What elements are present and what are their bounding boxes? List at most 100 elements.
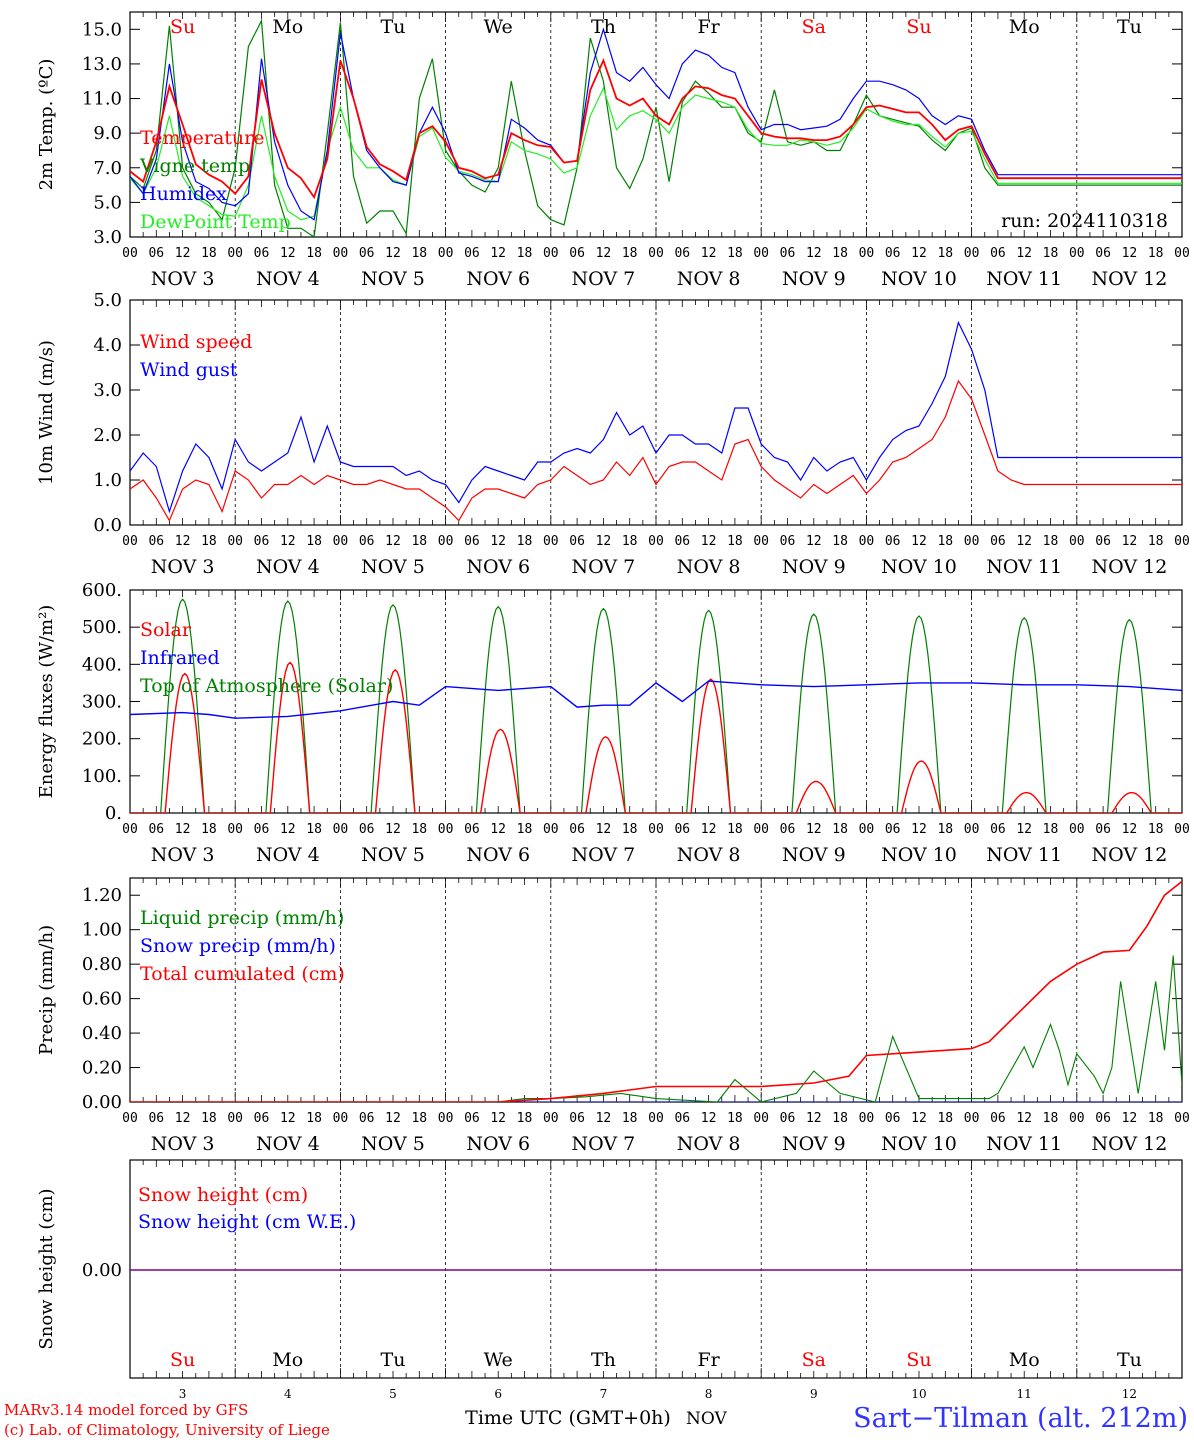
hour-tick-label: 18	[1148, 246, 1164, 261]
hour-tick-label: 06	[464, 1111, 480, 1126]
y-tick-label: 0.0	[93, 515, 122, 536]
hour-tick-label: 12	[1122, 822, 1138, 837]
x-axis-month-label: NOV	[686, 1409, 728, 1429]
hour-tick-label: 18	[201, 822, 217, 837]
legend-dewpoint-temp: DewPoint Temp	[140, 211, 291, 233]
date-label: NOV 6	[466, 268, 530, 290]
date-label: NOV 9	[782, 556, 846, 578]
date-label: NOV 11	[986, 1133, 1062, 1155]
day-number-label: 9	[810, 1387, 818, 1401]
hour-tick-label: 12	[490, 534, 506, 549]
legend-wind-speed: Wind speed	[140, 331, 252, 353]
hour-tick-label: 06	[569, 246, 585, 261]
date-label: NOV 6	[466, 1133, 530, 1155]
date-label: NOV 7	[572, 1133, 636, 1155]
legend-infrared: Infrared	[140, 647, 220, 669]
hour-tick-label: 12	[1016, 246, 1032, 261]
hour-tick-label: 06	[569, 534, 585, 549]
y-tick-label: 15.0	[82, 19, 122, 40]
date-label: NOV 4	[256, 556, 320, 578]
date-label: NOV 10	[881, 844, 957, 866]
credit-lab: (c) Lab. of Climatology, University of L…	[4, 1421, 330, 1439]
hour-tick-label: 06	[990, 822, 1006, 837]
hour-tick-label: 06	[254, 534, 270, 549]
y-axis-label: Energy fluxes (W/m²)	[36, 605, 57, 799]
day-abbr-bottom: Tu	[381, 1349, 406, 1371]
hour-tick-label: 00	[1069, 1111, 1085, 1126]
date-label: NOV 11	[986, 268, 1062, 290]
hour-tick-label: 18	[411, 1111, 427, 1126]
hour-tick-label: 12	[806, 534, 822, 549]
day-abbr-top: Mo	[272, 16, 303, 38]
x-axis-time-label: Time UTC (GMT+0h)	[465, 1407, 671, 1429]
y-tick-label: 600.	[82, 580, 122, 601]
day-abbr-top: Su	[170, 16, 195, 38]
hour-tick-label: 12	[490, 246, 506, 261]
day-number-label: 12	[1122, 1387, 1137, 1401]
hour-tick-label: 12	[1016, 1111, 1032, 1126]
y-axis-label: 2m Temp. (ºC)	[36, 59, 57, 191]
hour-tick-label: 12	[911, 534, 927, 549]
hour-tick-label: 00	[859, 534, 875, 549]
series-top-of-atmosphere-line	[130, 598, 1182, 813]
day-abbr-bottom: Tu	[1117, 1349, 1142, 1371]
hour-tick-label: 06	[254, 246, 270, 261]
y-tick-label: 11.0	[82, 89, 122, 110]
hour-tick-label: 18	[411, 246, 427, 261]
y-tick-label: 4.0	[93, 335, 122, 356]
date-label: NOV 4	[256, 268, 320, 290]
y-tick-label: 5.0	[93, 192, 122, 213]
date-label: NOV 10	[881, 268, 957, 290]
hour-tick-label: 18	[937, 1111, 953, 1126]
hour-tick-label: 18	[1043, 246, 1059, 261]
y-axis-label: Snow height (cm)	[36, 1188, 57, 1349]
hour-tick-label: 00	[543, 822, 559, 837]
hour-tick-label: 06	[990, 534, 1006, 549]
hour-tick-label: 12	[175, 822, 191, 837]
series-vigne-temp-line	[130, 18, 1182, 237]
date-label: NOV 7	[572, 844, 636, 866]
hour-tick-label: 00	[333, 1111, 349, 1126]
hour-tick-label: 12	[701, 822, 717, 837]
hour-tick-label: 12	[1016, 534, 1032, 549]
y-tick-label: 3.0	[93, 380, 122, 401]
day-number-label: 10	[911, 1387, 926, 1401]
series-wind-gust-line	[130, 320, 1182, 514]
hour-tick-label: 06	[674, 534, 690, 549]
hour-tick-label: 00	[648, 246, 664, 261]
panel-1-frame	[129, 11, 1183, 238]
date-label: NOV 12	[1091, 268, 1167, 290]
y-tick-label: 1.0	[93, 470, 122, 491]
hour-tick-label: 00	[648, 534, 664, 549]
hour-tick-label: 18	[832, 822, 848, 837]
y-tick-label: 1.00	[82, 920, 122, 941]
hour-tick-label: 00	[859, 1111, 875, 1126]
hour-tick-label: 00	[122, 246, 138, 261]
day-number-label: 6	[494, 1387, 502, 1401]
y-tick-label: 500.	[82, 617, 122, 638]
hour-tick-label: 00	[333, 534, 349, 549]
hour-tick-label: 06	[359, 1111, 375, 1126]
y-tick-label: 0.00	[82, 1092, 122, 1113]
date-label: NOV 5	[361, 844, 425, 866]
hour-tick-label: 00	[543, 246, 559, 261]
hour-tick-label: 12	[385, 246, 401, 261]
hour-tick-label: 18	[306, 1111, 322, 1126]
hour-tick-label: 12	[175, 534, 191, 549]
hour-tick-label: 00	[964, 1111, 980, 1126]
day-abbr-bottom: Su	[906, 1349, 931, 1371]
hour-tick-label: 12	[701, 534, 717, 549]
date-label: NOV 7	[572, 556, 636, 578]
y-axis-label: Precip (mm/h)	[36, 925, 57, 1055]
day-abbr-bottom: Sa	[802, 1349, 826, 1371]
date-label: NOV 5	[361, 556, 425, 578]
date-label: NOV 3	[151, 556, 215, 578]
hour-tick-label: 12	[1122, 534, 1138, 549]
y-tick-label: 2.0	[93, 425, 122, 446]
y-tick-label: 9.0	[93, 123, 122, 144]
hour-tick-label: 06	[885, 534, 901, 549]
hour-tick-label: 00	[859, 822, 875, 837]
hour-tick-label: 00	[227, 534, 243, 549]
hour-tick-label: 06	[464, 822, 480, 837]
hour-tick-label: 18	[622, 534, 638, 549]
